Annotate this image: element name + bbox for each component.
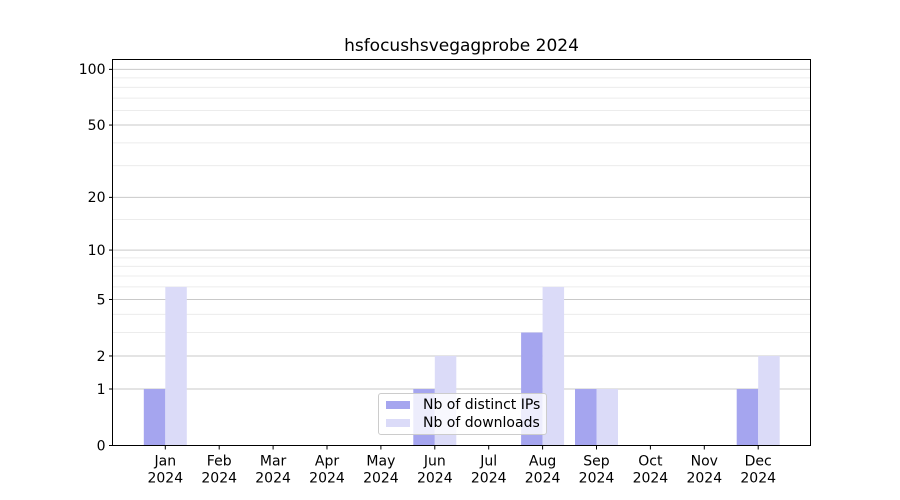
legend-swatch-downloads-icon	[386, 419, 410, 427]
y-tick-label-5: 5	[97, 292, 106, 308]
bar-downloads-aug	[542, 286, 565, 446]
y-tick-label-50: 50	[88, 118, 106, 134]
legend-label-distinct-ips: Nb of distinct IPs	[423, 397, 541, 413]
y-tick-label-2: 2	[97, 349, 106, 365]
x-tick-label-year-sep: 2024	[579, 471, 615, 487]
x-tick-label-year-mar: 2024	[255, 471, 291, 487]
x-tick-label-year-aug: 2024	[525, 471, 561, 487]
x-tick-label-year-apr: 2024	[309, 471, 345, 487]
legend-item-downloads: Nb of downloads	[386, 416, 546, 430]
x-tick-label-month-feb: Feb	[207, 454, 232, 470]
bar-downloads-dec	[758, 355, 780, 446]
x-tick-label-year-jan: 2024	[147, 471, 183, 487]
chart-title: hsfocushsvegagprobe 2024	[344, 36, 579, 56]
x-tick-label-year-jul: 2024	[471, 471, 507, 487]
x-tick-label-year-may: 2024	[363, 471, 399, 487]
x-tick-label-year-nov: 2024	[686, 471, 722, 487]
bar-downloads-jan	[165, 286, 187, 446]
x-tick-label-month-apr: Apr	[315, 454, 339, 470]
y-tick-label-1: 1	[97, 382, 106, 398]
x-tick-label-year-oct: 2024	[633, 471, 669, 487]
x-tick-label-month-nov: Nov	[691, 454, 718, 470]
x-tick-label-month-oct: Oct	[638, 454, 663, 470]
bar-ips-dec	[736, 389, 759, 446]
x-tick-label-month-aug: Aug	[529, 454, 556, 470]
legend-item-distinct-ips: Nb of distinct IPs	[386, 398, 546, 412]
x-tick-label-year-feb: 2024	[201, 471, 237, 487]
x-tick-label-month-sep: Sep	[583, 454, 610, 470]
axes-frame	[112, 59, 811, 446]
x-tick-label-month-jul: Jul	[479, 454, 497, 470]
x-tick-label-month-jan: Jan	[154, 454, 177, 470]
bar-ips-sep	[575, 389, 597, 446]
x-tick-label-month-may: May	[366, 454, 395, 470]
bar-downloads-sep	[596, 389, 618, 446]
x-tick-label-month-mar: Mar	[260, 454, 287, 470]
legend-swatch-distinct-ips-icon	[386, 401, 410, 409]
y-tick-label-20: 20	[88, 190, 106, 206]
legend: Nb of distinct IPs Nb of downloads	[378, 393, 547, 435]
y-tick-label-100: 100	[79, 62, 106, 78]
x-tick-label-year-jun: 2024	[417, 471, 453, 487]
x-tick-label-month-dec: Dec	[745, 454, 772, 470]
y-tick-label-0: 0	[97, 438, 106, 454]
legend-label-downloads: Nb of downloads	[423, 415, 540, 431]
x-tick-label-year-dec: 2024	[740, 471, 776, 487]
x-tick-label-month-jun: Jun	[423, 454, 446, 470]
y-tick-label-10: 10	[88, 243, 106, 259]
bar-ips-jan	[143, 389, 166, 446]
